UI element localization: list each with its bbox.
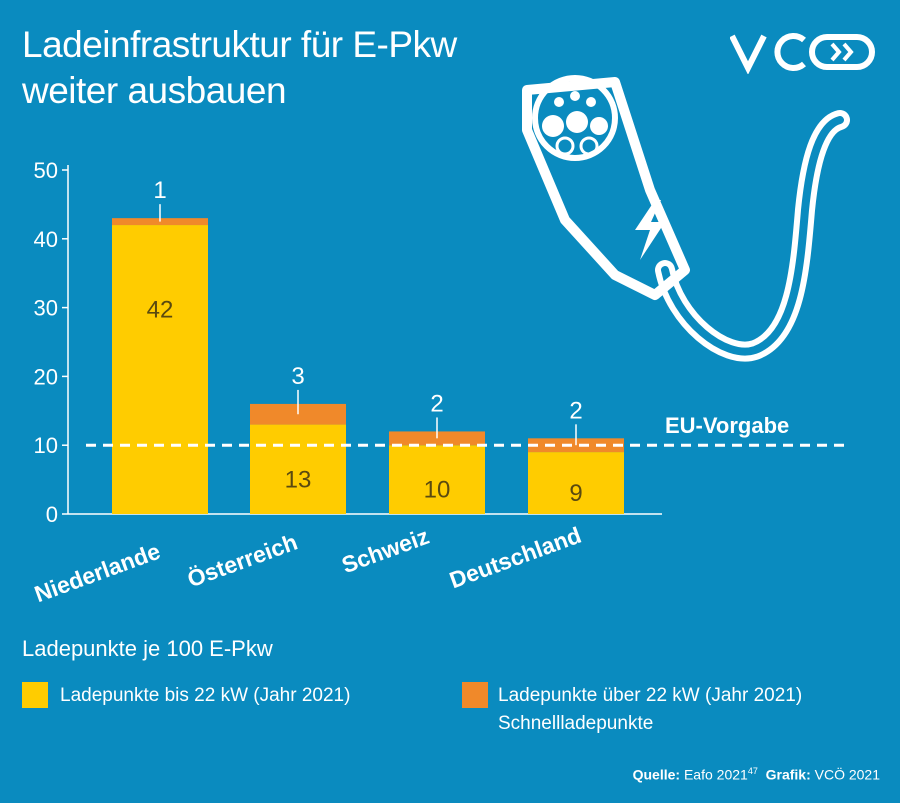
bars: 42 1 13 3 10 2 9 2 xyxy=(112,177,624,515)
legend-label-slow: Ladepunkte bis 22 kW (Jahr 2021) xyxy=(60,685,351,706)
category-label-2: Schweiz xyxy=(338,523,432,578)
source-footnote: 47 xyxy=(747,766,758,776)
category-label-1: Österreich xyxy=(184,529,301,593)
legend-swatch-fast xyxy=(462,682,488,708)
bar-value-slow-0: 42 xyxy=(147,297,174,324)
ev-charging-plug-icon xyxy=(522,75,850,362)
bar-slow-3 xyxy=(528,452,624,514)
y-tick-label: 10 xyxy=(34,433,58,458)
legend-sublabel-fast: Schnellladepunkte xyxy=(498,713,654,734)
bar-value-slow-1: 13 xyxy=(285,466,312,493)
legend-title: Ladepunkte je 100 E-Pkw xyxy=(22,636,273,661)
source-grafik-label: Grafik: xyxy=(765,766,811,783)
y-tick-label: 30 xyxy=(34,296,58,321)
bar-value-fast-3: 2 xyxy=(569,397,582,424)
y-tick-label: 0 xyxy=(46,502,58,527)
y-tick-label: 50 xyxy=(34,158,58,183)
vco-logo xyxy=(730,33,875,74)
category-labels: Niederlande Österreich Schweiz Deutschland xyxy=(31,522,585,608)
reference-line: EU-Vorgabe xyxy=(86,413,850,447)
bar-chart: 0 10 20 30 40 50 42 1 13 3 10 2 9 2 EU-Vorgabe Niede… xyxy=(31,158,850,608)
source-quelle-value: Eafo 2021 xyxy=(683,766,748,783)
source-grafik-value: VCÖ 2021 xyxy=(814,766,880,783)
bar-value-fast-2: 2 xyxy=(430,390,443,417)
category-label-3: Deutschland xyxy=(446,522,585,594)
category-label-0: Niederlande xyxy=(31,538,164,607)
title-line-1: Ladeinfrastruktur für E-Pkw xyxy=(22,24,457,65)
source-quelle-label: Quelle: xyxy=(632,766,681,783)
bar-slow-1 xyxy=(250,424,346,514)
bar-value-slow-3: 9 xyxy=(569,480,582,507)
bar-value-fast-0: 1 xyxy=(153,177,166,204)
legend-item-fast: Ladepunkte über 22 kW (Jahr 2021) Schnel… xyxy=(498,685,802,735)
bar-value-fast-1: 3 xyxy=(291,363,304,390)
y-tick-label: 40 xyxy=(34,227,58,252)
chart-title: Ladeinfrastruktur für E-Pkw weiter ausba… xyxy=(22,22,457,114)
source-credit: Quelle: Eafo 202147 Grafik: VCÖ 2021 xyxy=(633,766,880,783)
bar-slow-0 xyxy=(112,225,208,515)
legend-item-slow: Ladepunkte bis 22 kW (Jahr 2021) xyxy=(60,685,350,707)
y-tick-label: 20 xyxy=(34,364,58,389)
bar-value-slow-2: 10 xyxy=(424,477,451,504)
eu-target-label: EU-Vorgabe xyxy=(665,413,789,438)
legend-swatch-slow xyxy=(22,682,48,708)
bar-slow-2 xyxy=(389,445,485,514)
title-line-2: weiter ausbauen xyxy=(22,70,287,111)
legend-label-fast: Ladepunkte über 22 kW (Jahr 2021) xyxy=(498,685,803,706)
